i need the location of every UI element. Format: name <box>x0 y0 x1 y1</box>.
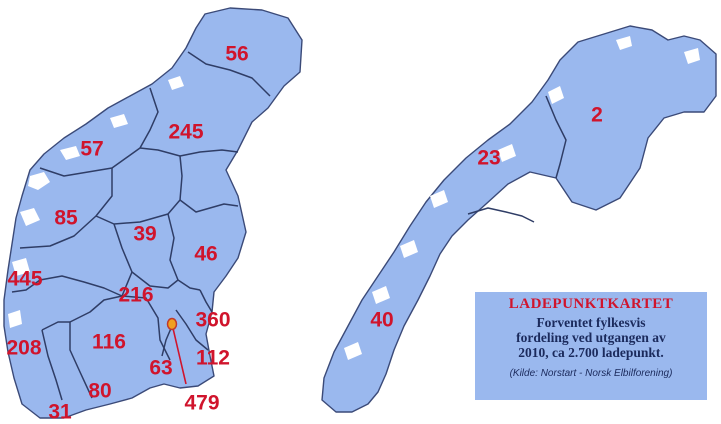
county-value-buskerud: 216 <box>118 284 153 307</box>
county-value-vestfold: 63 <box>149 357 172 380</box>
county-value-akershus: 360 <box>195 309 230 332</box>
info-title: LADEPUNKTKARTET <box>508 296 674 312</box>
info-line-3: 2010, ca 2.700 ladepunkt. <box>518 345 664 360</box>
county-labels: 56 245 57 85 39 46 445 216 360 208 116 1… <box>6 43 602 424</box>
info-line-2: fordeling ved utgangen av <box>516 330 666 345</box>
county-value-sogn-og-fjordane: 85 <box>54 207 78 230</box>
county-value-oslo: 479 <box>184 392 219 415</box>
county-value-sor-trondelag: 245 <box>168 121 203 144</box>
info-description: Forventet fylkesvis fordeling ved utgang… <box>475 315 707 360</box>
info-source: (Kilde: Norstart - Norsk Elbilforening) <box>509 368 673 379</box>
county-value-hordaland: 445 <box>7 268 42 291</box>
info-line-1: Forventet fylkesvis <box>536 315 646 330</box>
county-value-ostfold: 112 <box>196 347 230 370</box>
county-value-troms: 23 <box>477 147 500 170</box>
southern-norway-land <box>3 7 303 419</box>
county-borders-north <box>467 95 567 223</box>
county-value-aust-agder: 80 <box>88 380 111 403</box>
northern-norway-land <box>321 25 717 413</box>
county-value-rogaland: 208 <box>6 337 41 360</box>
county-value-nordland-sor: 56 <box>225 43 248 66</box>
county-borders-south <box>11 51 271 401</box>
county-value-vest-agder: 31 <box>48 401 72 424</box>
county-value-hedmark: 46 <box>194 243 217 266</box>
oslo-leader-line <box>171 323 187 385</box>
county-value-telemark: 116 <box>92 331 126 354</box>
county-value-finnmark: 2 <box>591 104 603 127</box>
county-value-oppland: 39 <box>133 223 156 246</box>
terrain-patches <box>8 36 700 360</box>
oslo-marker <box>166 317 178 331</box>
county-value-more-og-romsdal: 57 <box>80 138 103 161</box>
county-value-nordland: 40 <box>370 309 393 332</box>
legend-info-box: LADEPUNKTKARTET Forventet fylkesvis ford… <box>473 290 709 402</box>
